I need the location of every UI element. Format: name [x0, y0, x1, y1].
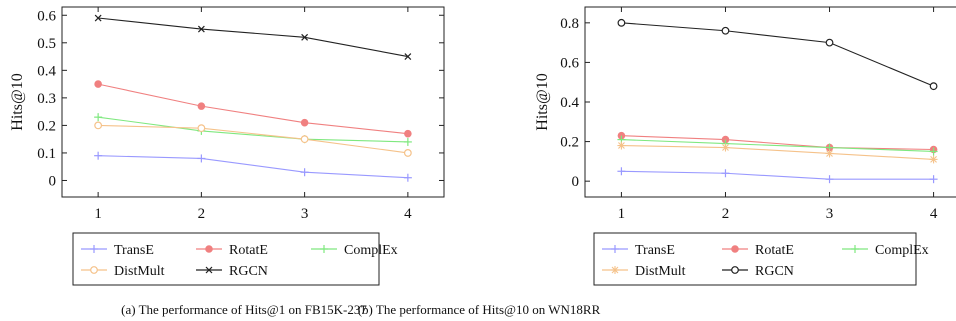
legend-label: ComplEx: [344, 243, 398, 258]
y-axis-label: Hits@10: [534, 73, 551, 130]
data-point-complex: [94, 113, 103, 122]
legend-label: DistMult: [114, 264, 165, 279]
y-tick-label: 0.5: [37, 36, 56, 52]
data-point-distmult: [721, 143, 730, 152]
y-tick-label: 0.2: [37, 118, 56, 134]
legend-label: RotatE: [229, 243, 268, 258]
data-point-rgcn: [617, 18, 626, 27]
legend-box: [593, 232, 917, 286]
legend-swatch-marker: [205, 245, 213, 253]
data-point-rgcn: [721, 26, 730, 35]
legend-swatch-marker: [205, 266, 213, 274]
legend-swatch-marker: [611, 266, 619, 274]
series-line-rotate: [98, 83, 408, 135]
data-point-distmult: [929, 155, 938, 164]
legend-swatch-marker: [611, 245, 619, 253]
y-tick-label: 0.6: [37, 8, 56, 24]
legend-box: [72, 232, 380, 286]
series-line-transe: [98, 155, 408, 179]
data-point-transe: [929, 175, 938, 184]
y-tick-label: 0.2: [560, 135, 579, 151]
series-line-rgcn: [621, 22, 934, 87]
x-tick-label: 1: [94, 206, 102, 222]
data-point-transe: [300, 168, 309, 177]
series-line-rotate: [621, 135, 934, 151]
panel-caption: (a) The performance of Hits@1 on FB15K-2…: [121, 302, 367, 317]
plot-frame: [61, 6, 445, 198]
panel-caption: (b) The performance of Hits@10 on WN18RR: [358, 302, 601, 317]
x-tick-label: 2: [722, 206, 730, 222]
legend-label: TransE: [114, 243, 154, 258]
legend-label: DistMult: [635, 264, 686, 279]
data-point-rgcn: [94, 14, 102, 22]
legend-label: ComplEx: [875, 243, 929, 258]
x-tick-label: 4: [404, 206, 412, 222]
y-tick-label: 0.4: [560, 95, 579, 111]
data-point-rotate: [94, 80, 102, 88]
legend-swatch-marker: [731, 266, 739, 274]
legend-swatch-marker: [90, 266, 98, 274]
legend-label: TransE: [635, 243, 675, 258]
data-point-rgcn: [197, 25, 205, 33]
series-line-transe: [621, 170, 934, 180]
data-point-transe: [94, 151, 103, 160]
x-tick-label: 1: [618, 206, 626, 222]
legend-swatch-marker: [851, 245, 859, 253]
y-tick-label: 0.6: [560, 55, 579, 71]
data-point-rgcn: [404, 53, 412, 60]
x-tick-label: 3: [826, 206, 834, 222]
y-tick-label: 0: [49, 173, 57, 189]
legend-label: RotatE: [755, 243, 794, 258]
legend-swatch-marker: [320, 245, 328, 253]
data-point-distmult: [197, 124, 206, 133]
y-tick-label: 0.1: [37, 146, 56, 162]
panel-b: 0 0.2 0.4 0.6 0.8 1 2 3 4 Hits@10 TransE RotatE Comp…: [358, 6, 956, 317]
data-point-distmult: [825, 149, 834, 158]
data-point-rotate: [197, 102, 206, 110]
series-line-rgcn: [98, 17, 408, 58]
y-axis-label: Hits@10: [9, 73, 26, 130]
data-point-distmult: [617, 141, 626, 150]
data-point-rgcn: [301, 33, 309, 41]
series-line-complex: [98, 116, 408, 143]
legend-swatch-marker: [90, 245, 98, 253]
data-point-complex: [403, 137, 412, 146]
data-point-rotate: [404, 129, 412, 138]
x-tick-label: 3: [301, 206, 309, 222]
x-tick-label: 2: [198, 206, 206, 222]
data-point-transe: [197, 154, 206, 163]
data-point-transe: [721, 169, 730, 178]
data-point-transe: [403, 173, 412, 182]
y-tick-label: 0.4: [37, 63, 56, 79]
data-point-rgcn: [825, 38, 834, 47]
data-point-complex: [929, 147, 938, 156]
data-point-distmult: [403, 149, 412, 157]
legend-label: RGCN: [229, 264, 268, 279]
data-point-transe: [617, 167, 626, 176]
series-line-distmult: [98, 124, 408, 154]
data-point-rgcn: [929, 82, 938, 91]
data-point-rotate: [300, 118, 309, 127]
y-tick-label: 0.3: [37, 91, 56, 107]
data-point-distmult: [94, 121, 103, 130]
y-tick-label: 0.8: [560, 16, 579, 32]
series-line-distmult: [621, 144, 934, 160]
legend-label: RGCN: [755, 264, 794, 279]
panel-a: 0 0.1 0.2 0.3 0.4 0.5 0.6 1 2 3 4 Hits@10 TransE Rota…: [9, 6, 445, 317]
x-tick-label: 4: [930, 206, 938, 222]
data-point-transe: [825, 175, 834, 184]
data-point-distmult: [300, 135, 309, 144]
legend-swatch-marker: [731, 245, 739, 253]
y-tick-label: 0: [572, 174, 580, 190]
series-line-complex: [621, 139, 934, 153]
